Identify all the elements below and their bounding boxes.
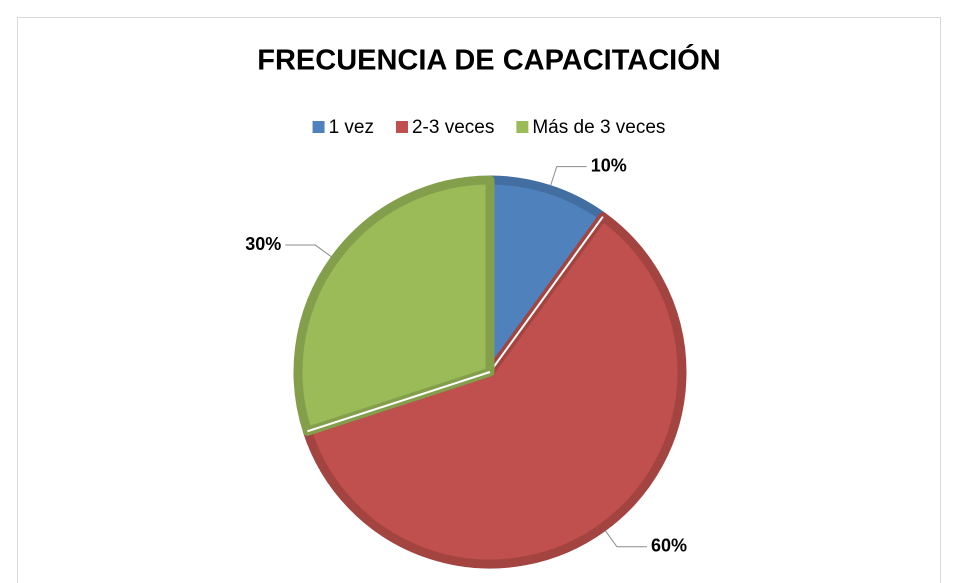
chart-title: FRECUENCIA DE CAPACITACIÓN [257, 43, 720, 77]
pie-slice [293, 175, 495, 436]
legend-swatch [312, 121, 325, 133]
leader-line [604, 530, 647, 548]
leader-line [285, 244, 332, 258]
legend-label: Más de 3 veces [532, 117, 665, 138]
data-label: 30% [245, 234, 281, 254]
leader-line [550, 166, 587, 186]
pie-slice [485, 175, 608, 377]
legend-label: 2-3 veces [412, 117, 494, 138]
legend-label: 1 vez [329, 117, 374, 138]
slice-separator [489, 216, 604, 373]
data-label: 60% [651, 535, 687, 555]
legend-swatch [516, 121, 529, 133]
data-label: 10% [591, 155, 627, 175]
legend-swatch [395, 121, 408, 133]
pie-slice [302, 212, 687, 569]
slice-separator [307, 371, 491, 433]
